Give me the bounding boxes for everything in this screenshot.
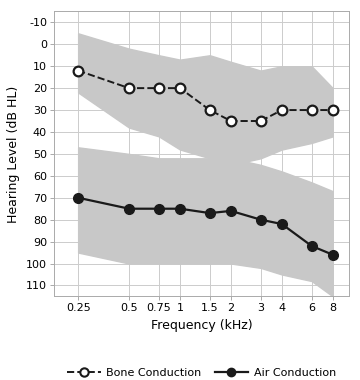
Legend: Bone Conduction, Air Conduction: Bone Conduction, Air Conduction xyxy=(63,363,340,380)
X-axis label: Frequency (kHz): Frequency (kHz) xyxy=(151,319,252,332)
Y-axis label: Hearing Level (dB HL): Hearing Level (dB HL) xyxy=(8,85,21,223)
